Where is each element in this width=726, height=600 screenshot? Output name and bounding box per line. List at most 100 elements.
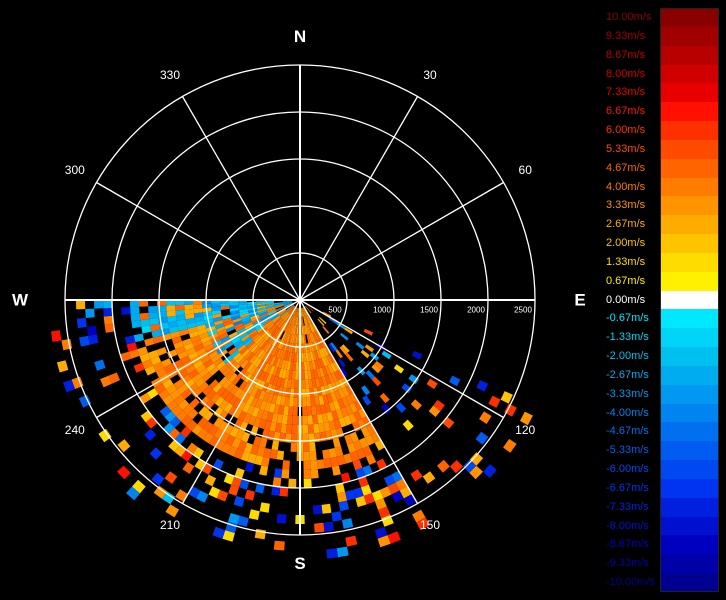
radar-bin — [340, 472, 351, 483]
radar-bin — [63, 379, 75, 393]
radar-bin — [149, 447, 163, 460]
radar-bin — [274, 317, 282, 325]
radar-bin — [265, 304, 275, 308]
radar-bin — [195, 364, 207, 374]
colorbar-entry: -6.67m/s — [603, 478, 723, 499]
radar-bin — [276, 450, 285, 461]
radar-bin — [242, 402, 251, 414]
radar-bin — [336, 322, 346, 330]
radar-bin — [362, 395, 372, 406]
radar-bin — [311, 405, 317, 416]
radar-bin — [175, 304, 185, 311]
radar-bin — [358, 476, 369, 488]
radar-bin — [270, 313, 279, 320]
radar-bin — [288, 397, 294, 407]
radar-bin — [334, 390, 342, 401]
radar-bin — [281, 369, 287, 379]
radar-bin — [416, 517, 430, 531]
radar-bin — [321, 412, 329, 423]
radar-bin — [281, 311, 289, 319]
radar-bin — [280, 350, 286, 360]
radar-bin — [285, 314, 291, 322]
radar-bin — [504, 403, 517, 417]
radar-bin — [284, 313, 291, 322]
radar-bin — [345, 489, 356, 501]
radar-bin — [203, 359, 214, 369]
radar-bin — [235, 354, 244, 364]
radar-bin — [239, 313, 250, 318]
radar-bin — [196, 324, 207, 331]
radar-bin — [250, 386, 259, 397]
radar-bin — [155, 367, 167, 378]
radar-bin — [193, 308, 203, 314]
radar-bin — [365, 370, 375, 380]
radar-bin — [286, 324, 291, 333]
radar-bin — [345, 394, 354, 405]
radar-bin — [300, 334, 303, 344]
colorbar-swatch — [661, 271, 719, 292]
radar-bin — [348, 413, 358, 424]
radar-bin — [296, 352, 299, 362]
colorbar-entry: 6.00m/s — [603, 121, 723, 141]
radar-bin — [206, 362, 217, 373]
radar-bin — [184, 304, 194, 310]
radar-bin — [316, 359, 322, 369]
radar-bin — [234, 322, 244, 329]
radar-bin — [239, 421, 249, 432]
radar-bin — [271, 486, 281, 496]
radar-bin — [204, 343, 215, 352]
radar-bin — [251, 406, 260, 418]
radar-bin — [220, 389, 230, 400]
radar-bin — [301, 307, 305, 317]
radar-bin — [347, 442, 357, 454]
radar-bin — [248, 329, 258, 337]
radar-bin — [412, 350, 423, 360]
radar-bin — [273, 468, 283, 478]
radar-bin — [253, 334, 262, 343]
radar-bin — [187, 408, 199, 420]
radar-bin — [173, 341, 184, 350]
radar-bin — [337, 398, 345, 409]
radar-bin — [279, 340, 285, 350]
radar-bin — [256, 408, 265, 419]
radar-bin — [338, 358, 346, 368]
radar-bin — [274, 302, 284, 306]
radar-bin — [309, 333, 314, 343]
radar-bin — [247, 301, 257, 305]
radar-bin — [218, 332, 229, 340]
radar-bin — [387, 482, 400, 495]
radar-bin — [257, 359, 265, 370]
radar-bin — [191, 373, 202, 384]
radar-bin — [256, 446, 266, 457]
radar-bin — [358, 437, 369, 449]
radar-bin — [193, 300, 203, 305]
radar-bin — [230, 312, 240, 318]
radar-bin — [322, 311, 332, 317]
radar-bin — [232, 352, 242, 361]
radar-bin — [349, 431, 359, 443]
radar-bin — [379, 392, 390, 404]
radar-bin — [323, 458, 332, 469]
radar-bin — [139, 300, 149, 307]
radar-bin — [269, 375, 276, 385]
radar-bin — [260, 315, 270, 322]
radar-bin — [324, 403, 332, 413]
colorbar-entry: -5.33m/s — [603, 441, 723, 461]
radar-bin — [321, 366, 328, 377]
radar-bin — [261, 330, 270, 338]
colorbar-entry: 9.33m/s — [603, 26, 723, 47]
radar-bin — [249, 314, 260, 320]
radar-bin — [309, 442, 316, 452]
radar-bin — [191, 424, 203, 436]
radar-bin — [268, 311, 278, 317]
radar-bin — [271, 315, 280, 322]
radar-bin — [278, 309, 287, 316]
radar-bin — [186, 419, 198, 431]
radar-bin — [220, 335, 230, 343]
radar-bin — [292, 325, 296, 335]
radar-bin — [297, 334, 300, 344]
radar-bin — [449, 375, 461, 387]
radar-bin — [463, 459, 477, 473]
radar-bin — [314, 396, 320, 406]
radar-bin — [167, 315, 177, 323]
